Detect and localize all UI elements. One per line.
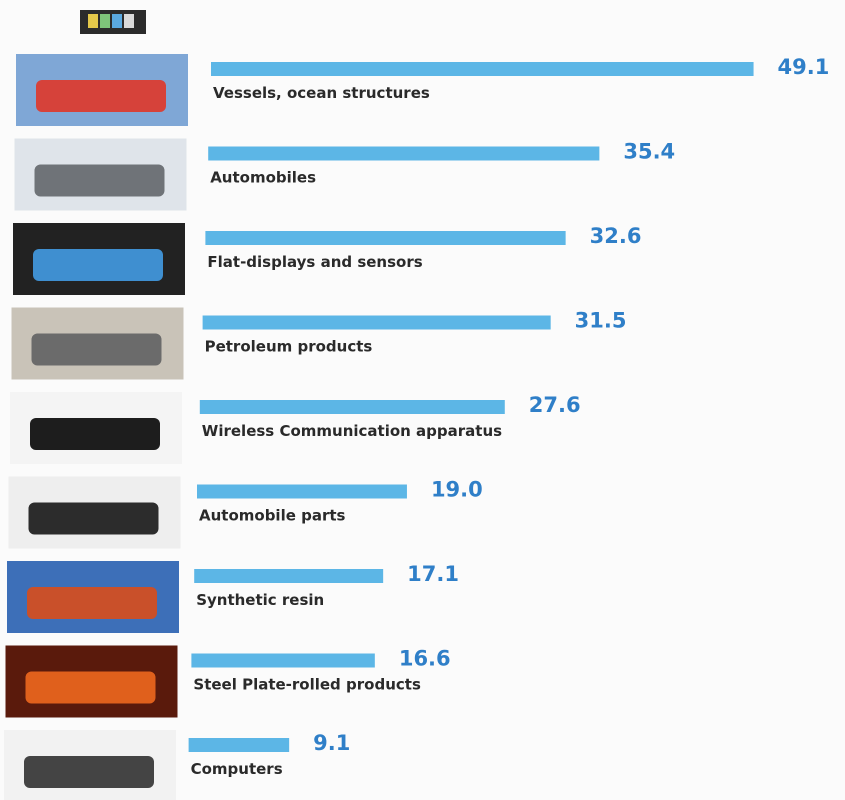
- value-label: 49.1: [778, 55, 830, 79]
- bar: [191, 653, 375, 668]
- header-icon: [80, 10, 146, 34]
- product-picture-detail: [24, 756, 154, 788]
- bar: [208, 146, 600, 161]
- category-label: Petroleum products: [205, 338, 373, 356]
- value-label: 17.1: [407, 562, 459, 586]
- category-label: Synthetic resin: [196, 591, 324, 609]
- bar: [194, 569, 384, 583]
- category-label: Automobiles: [210, 169, 316, 187]
- product-picture-detail: [33, 249, 163, 281]
- product-picture-detail: [30, 418, 160, 450]
- product-picture-detail: [34, 164, 165, 197]
- value-label: 16.6: [399, 647, 451, 671]
- product-picture-detail: [31, 333, 162, 366]
- product-pictures: [4, 54, 188, 800]
- bar: [202, 315, 551, 330]
- value-label: 31.5: [575, 309, 627, 333]
- bar: [205, 231, 566, 245]
- category-label: Wireless Communication apparatus: [202, 422, 502, 440]
- bar: [188, 738, 290, 752]
- product-picture-detail: [28, 502, 159, 535]
- value-label: 27.6: [529, 393, 581, 417]
- category-label: Automobile parts: [199, 507, 346, 525]
- value-label: 32.6: [590, 224, 642, 248]
- category-label: Computers: [191, 760, 283, 778]
- value-label: 35.4: [623, 140, 675, 164]
- category-label: Steel Plate-rolled products: [193, 676, 421, 694]
- bar: [197, 484, 407, 499]
- category-label: Flat-displays and sensors: [207, 253, 422, 271]
- value-label: 9.1: [313, 731, 350, 755]
- bar: [199, 400, 505, 414]
- product-picture-detail: [27, 587, 157, 619]
- product-picture-detail: [25, 671, 156, 704]
- category-label: Vessels, ocean structures: [213, 84, 430, 102]
- value-label: 19.0: [431, 478, 483, 502]
- bar: [211, 62, 754, 76]
- product-picture-detail: [36, 80, 166, 112]
